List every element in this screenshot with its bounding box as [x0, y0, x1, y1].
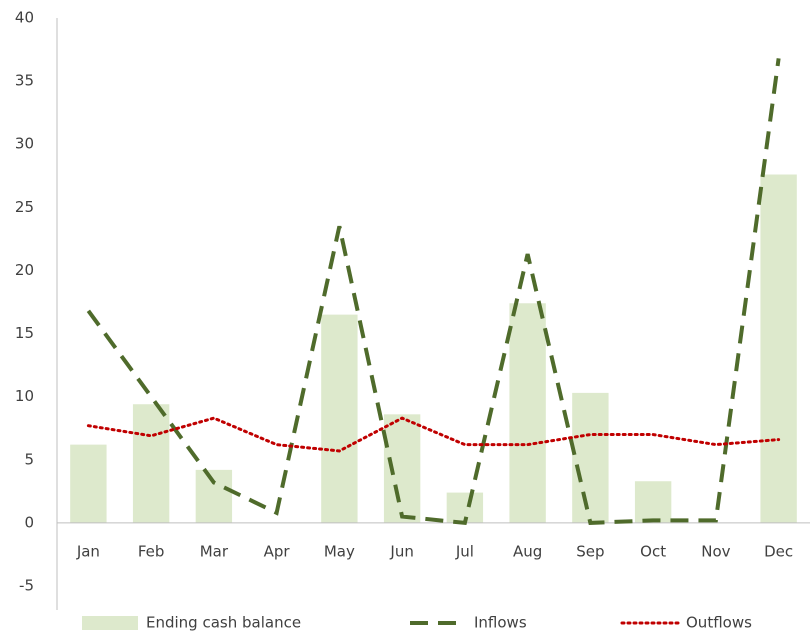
x-tick-label: May: [324, 543, 355, 561]
x-tick-label: Jun: [389, 543, 413, 561]
x-tick-label: Mar: [200, 543, 229, 561]
y-tick-label: -5: [19, 577, 34, 595]
y-tick-label: 40: [15, 9, 34, 27]
bar: [509, 303, 546, 523]
y-tick-label: 10: [15, 387, 34, 405]
x-tick-label: Apr: [264, 543, 291, 561]
line: [86, 416, 781, 453]
legend-swatch: [82, 616, 138, 630]
bar: [760, 174, 797, 523]
bar: [70, 444, 107, 523]
line: [86, 58, 781, 526]
x-tick-label: Oct: [640, 543, 666, 561]
legend-label: Inflows: [474, 614, 527, 632]
x-tick-label: Dec: [764, 543, 793, 561]
x-tick-label: Jul: [455, 543, 474, 561]
bar: [132, 404, 170, 523]
y-tick-label: 5: [24, 450, 34, 468]
y-tick-label: 15: [15, 324, 34, 342]
bar: [195, 469, 233, 523]
legend-label: Ending cash balance: [146, 614, 301, 632]
y-tick-label: 30: [15, 135, 34, 153]
y-tick-label: 20: [15, 261, 34, 279]
x-tick-label: Jan: [76, 543, 100, 561]
bar: [634, 481, 672, 523]
bar: [321, 314, 358, 523]
y-tick-label: 0: [24, 513, 34, 531]
y-tick-label: 25: [15, 198, 34, 216]
legend-label: Outflows: [686, 614, 752, 632]
y-tick-label: 35: [15, 72, 34, 90]
bar: [383, 414, 421, 523]
bar: [572, 392, 609, 523]
x-tick-label: Nov: [701, 543, 730, 561]
x-tick-label: Aug: [513, 543, 542, 561]
x-tick-label: Feb: [138, 543, 165, 561]
x-tick-label: Sep: [576, 543, 604, 561]
